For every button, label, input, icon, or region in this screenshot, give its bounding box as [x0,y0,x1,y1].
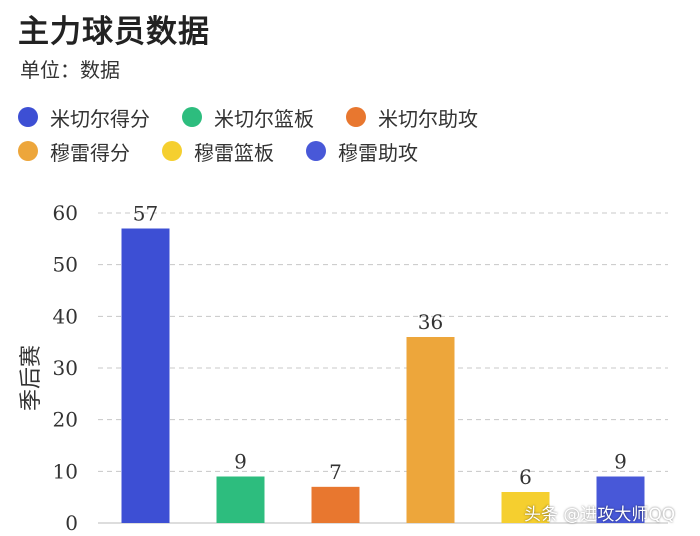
chart-title: 主力球员数据 [18,14,210,50]
legend-row-2: 穆雷得分 穆雷篮板 穆雷助攻 [18,134,578,168]
data-label: 9 [614,450,627,474]
legend-label: 穆雷得分 [50,140,130,165]
legend-dot-icon [18,141,38,161]
y-axis-label: 季后赛 [19,345,44,411]
y-tick-label: 60 [53,201,78,225]
bar [121,228,170,523]
legend-dot-icon [306,141,326,161]
y-tick-label: 10 [53,459,78,483]
legend-dot-icon [346,107,366,127]
data-label: 57 [133,202,158,226]
y-tick-label: 40 [53,304,78,328]
legend-label: 穆雷篮板 [194,140,274,165]
legend-item[interactable]: 穆雷助攻 [306,137,418,166]
y-tick-label: 30 [53,356,78,380]
chart-subtitle: 单位：数据 [20,58,120,82]
legend-dot-icon [18,107,38,127]
legend-item[interactable]: 穆雷得分 [18,137,130,166]
bar [216,476,265,523]
bar [501,492,550,523]
data-label: 7 [329,460,342,484]
legend-dot-icon [182,107,202,127]
legend-label: 米切尔得分 [50,106,150,131]
data-label: 6 [519,465,532,489]
bar [311,486,360,523]
legend-label: 穆雷助攻 [338,140,418,165]
y-tick-label: 0 [65,511,78,535]
bar [406,337,455,523]
watermark: 头条 @进攻大师QQ [524,505,676,525]
y-tick-label: 50 [53,253,78,277]
data-label: 36 [418,310,443,334]
legend-item[interactable]: 米切尔助攻 [346,103,478,132]
legend-item[interactable]: 米切尔篮板 [182,103,314,132]
y-tick-label: 20 [53,408,78,432]
legend-item[interactable]: 米切尔得分 [18,103,150,132]
bar [596,476,645,523]
legend-row-1: 米切尔得分 米切尔篮板 米切尔助攻 [18,100,578,134]
legend-label: 米切尔助攻 [378,106,478,131]
legend: 米切尔得分 米切尔篮板 米切尔助攻 穆雷得分 穆雷篮板 穆雷助攻 [18,100,578,168]
legend-label: 米切尔篮板 [214,106,314,131]
data-label: 9 [234,450,247,474]
legend-dot-icon [162,141,182,161]
legend-item[interactable]: 穆雷篮板 [162,137,274,166]
